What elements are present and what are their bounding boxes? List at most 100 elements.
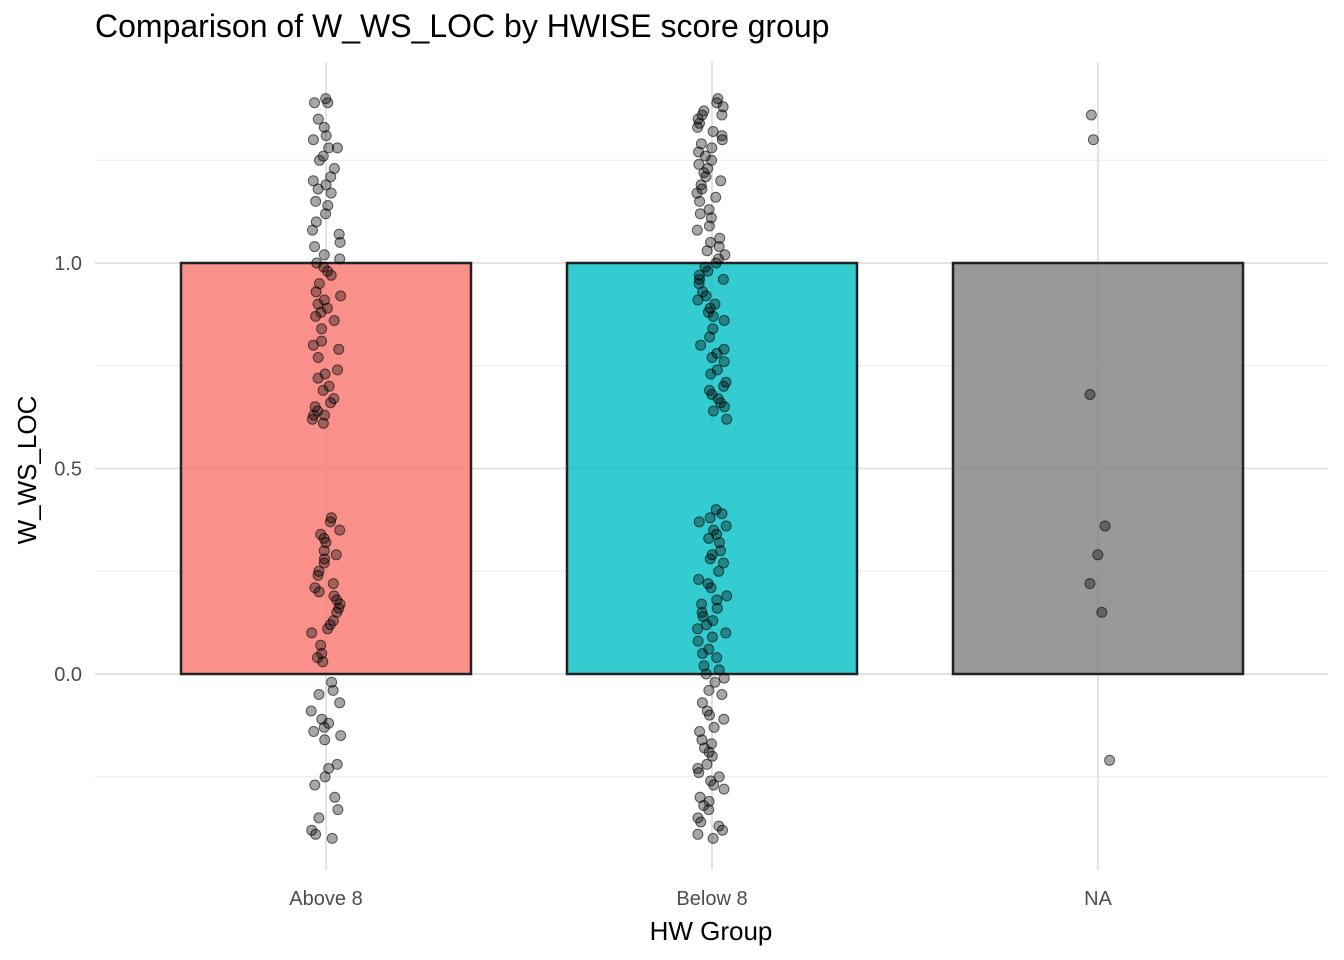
data-point	[320, 208, 332, 220]
data-point	[706, 352, 718, 363]
data-point	[313, 689, 325, 700]
data-point	[312, 113, 324, 125]
data-point	[692, 121, 704, 133]
data-point	[327, 684, 339, 696]
data-point	[694, 195, 706, 207]
data-point	[700, 171, 712, 183]
data-point	[693, 269, 705, 281]
data-point	[717, 273, 729, 285]
data-point	[717, 101, 729, 113]
data-point	[323, 380, 335, 392]
data-point	[720, 627, 732, 639]
data-point	[713, 241, 725, 253]
data-point	[320, 537, 332, 548]
data-point	[695, 138, 707, 150]
data-point	[322, 200, 334, 211]
data-point	[317, 417, 329, 429]
data-point	[317, 656, 329, 668]
data-point	[694, 208, 706, 220]
bar	[565, 261, 859, 676]
data-point	[717, 824, 728, 836]
data-point	[312, 569, 324, 581]
tick-layer: 0.0 0.5 1.0 Above 8 Below 8 NA	[54, 253, 1112, 910]
data-point	[706, 750, 718, 762]
data-point	[696, 697, 708, 709]
data-point	[692, 828, 704, 840]
data-point	[691, 224, 703, 236]
data-point	[703, 804, 715, 816]
data-point	[696, 606, 708, 618]
data-point	[692, 623, 704, 635]
data-point	[718, 783, 730, 795]
data-point	[309, 241, 321, 253]
data-point	[334, 236, 346, 248]
x-tick-label: Above 8	[289, 888, 362, 910]
data-point	[325, 269, 337, 281]
data-point	[710, 504, 722, 516]
data-point	[307, 339, 319, 351]
data-point	[312, 352, 324, 363]
data-point	[696, 109, 708, 121]
data-point	[332, 804, 344, 816]
chart-title: Comparison of W_WS_LOC by HWISE score gr…	[95, 8, 830, 44]
data-point	[312, 372, 324, 384]
data-point	[711, 97, 723, 109]
data-point	[710, 191, 722, 203]
data-point	[692, 294, 704, 306]
data-point	[703, 532, 715, 544]
data-point	[707, 615, 719, 627]
data-point	[716, 134, 728, 146]
data-point	[715, 397, 727, 409]
data-point	[318, 261, 330, 273]
data-point	[309, 97, 320, 109]
data-point	[310, 195, 322, 207]
x-tick-label: NA	[1084, 888, 1112, 910]
data-point	[700, 619, 712, 631]
data-point	[318, 249, 330, 261]
data-point	[694, 726, 706, 737]
data-point	[319, 553, 330, 565]
data-point	[316, 323, 328, 335]
data-point	[692, 113, 704, 125]
data-point	[322, 97, 334, 109]
data-point	[713, 664, 725, 676]
data-point	[707, 126, 719, 137]
data-point	[1087, 134, 1099, 146]
data-point	[321, 302, 333, 314]
y-tick-label: 1.0	[54, 253, 82, 275]
data-point	[1096, 606, 1108, 618]
data-point	[706, 142, 718, 154]
data-point	[1099, 520, 1111, 532]
data-point	[335, 290, 347, 302]
data-point	[310, 828, 322, 840]
data-point	[319, 409, 330, 421]
data-point	[709, 676, 721, 688]
data-point	[711, 652, 723, 664]
data-point	[328, 315, 340, 326]
data-point	[333, 343, 345, 355]
data-point	[716, 689, 728, 700]
data-point	[318, 557, 330, 569]
data-point	[325, 187, 337, 199]
data-point	[693, 516, 705, 528]
y-tick-label: 0.5	[54, 459, 82, 481]
x-axis-title: HW Group	[650, 916, 773, 946]
data-point	[718, 356, 730, 368]
data-point	[314, 154, 325, 166]
data-point	[697, 648, 708, 659]
data-point	[710, 257, 722, 269]
data-point	[320, 130, 332, 142]
data-point	[325, 397, 337, 409]
data-point	[718, 315, 730, 326]
data-point	[716, 109, 728, 121]
data-point	[721, 413, 733, 425]
data-point	[701, 758, 713, 770]
data-point	[704, 553, 716, 565]
data-point	[714, 537, 725, 548]
data-point	[309, 779, 321, 791]
data-point	[691, 187, 703, 199]
data-point	[325, 512, 337, 524]
data-point	[705, 212, 717, 224]
data-point	[334, 253, 346, 265]
